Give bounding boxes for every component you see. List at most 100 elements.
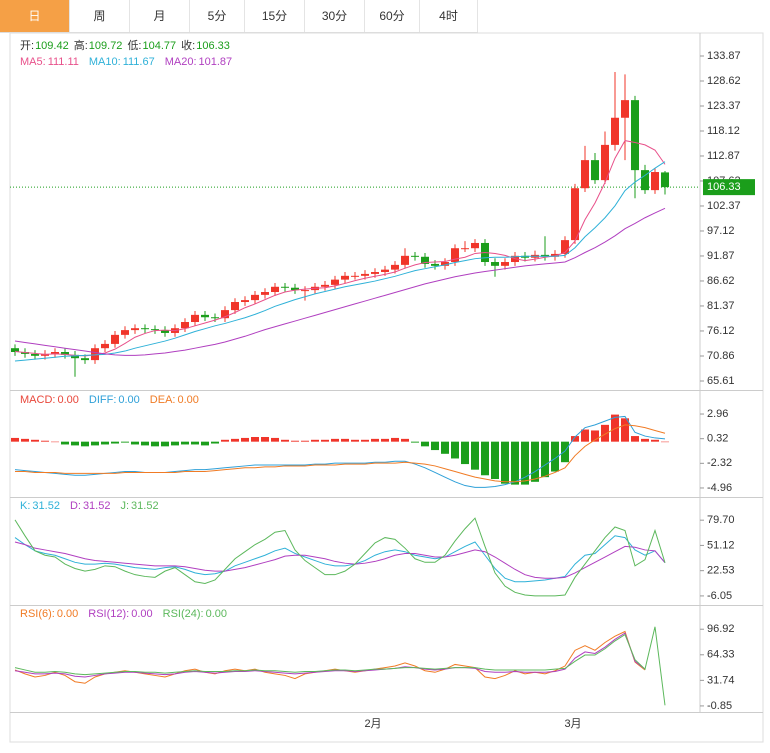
macd-bar (131, 441, 139, 445)
period-tab[interactable]: 5分 (190, 0, 245, 32)
y-tick-label: 133.87 (707, 50, 741, 62)
legend-text: 104.77 (143, 40, 177, 52)
candle-body (11, 348, 19, 353)
macd-bar (101, 441, 109, 445)
candle-body (151, 329, 159, 331)
candle-body (411, 255, 419, 257)
macd-bar (181, 441, 189, 445)
candle-body (641, 170, 649, 191)
macd-bar (341, 438, 349, 442)
legend-text: 0.00 (206, 608, 227, 620)
candle-body (611, 117, 619, 145)
y-tick-label: 65.61 (707, 375, 735, 387)
macd-bar (261, 436, 269, 442)
macd-bar (521, 441, 529, 485)
candle-body (351, 275, 359, 277)
indicator-line (14, 140, 666, 357)
indicator-line (14, 632, 646, 678)
candle-body (131, 328, 139, 331)
macd-bar (11, 437, 19, 442)
period-tabs: 日周月 5分 15分 30分 60分 4时 (0, 0, 478, 33)
candle-body (441, 262, 449, 266)
legend-text: 0.00 (177, 394, 198, 406)
macd-bar (541, 441, 549, 478)
candle-body (301, 290, 309, 292)
macd-bar (451, 441, 459, 459)
macd-bar (571, 436, 579, 442)
y-tick-label: -2.32 (707, 457, 732, 469)
legend-text: 109.72 (89, 40, 123, 52)
y-tick-label: 70.86 (707, 350, 735, 362)
candle-body (231, 302, 239, 311)
macd-bar (171, 441, 179, 446)
y-tick-label: 128.62 (707, 75, 741, 87)
y-tick-label: 2.96 (707, 408, 728, 420)
macd-bar (351, 439, 359, 442)
macd-bar (631, 436, 639, 442)
period-tab[interactable]: 15分 (245, 0, 305, 32)
candle-body (181, 322, 189, 329)
macd-bar (551, 441, 559, 472)
candle-body (651, 172, 659, 191)
legend-text: 31.52 (131, 500, 159, 512)
period-tab[interactable]: 月 (130, 0, 190, 32)
y-tick-label: 64.33 (707, 649, 735, 661)
period-tab[interactable]: 周 (70, 0, 130, 32)
candle-body (161, 330, 169, 333)
legend-text: RSI(6): (20, 608, 55, 620)
macd-bar (421, 441, 429, 447)
candle-body (631, 100, 639, 171)
period-tab[interactable]: 30分 (305, 0, 365, 32)
candle-body (101, 343, 109, 349)
macd-bar (391, 437, 399, 442)
candle-body (361, 273, 369, 276)
indicator-line (14, 541, 666, 579)
candle-body (271, 286, 279, 293)
candle-body (371, 272, 379, 274)
macd-bar (561, 441, 569, 463)
legend-text: MA20: (165, 56, 197, 68)
macd-bar (471, 441, 479, 470)
candle-body (421, 256, 429, 264)
macd-bar (481, 441, 489, 476)
candle-body (461, 248, 469, 250)
macd-bar (41, 440, 49, 442)
macd-bar (231, 438, 239, 442)
candle-body (31, 353, 39, 356)
y-tick-label: 81.37 (707, 300, 735, 312)
macd-bar (601, 424, 609, 442)
legend-text: D: (70, 500, 81, 512)
period-tab[interactable]: 60分 (365, 0, 420, 32)
x-tick-label: 2月 (364, 718, 381, 730)
macd-bar (371, 438, 379, 442)
macd-bar (501, 441, 509, 484)
period-tab[interactable]: 日 (0, 0, 70, 32)
legend-text: 31.52 (83, 500, 111, 512)
candle-body (251, 294, 259, 301)
candle-body (91, 348, 99, 361)
legend-text: MA5: (20, 56, 46, 68)
macd-bar (281, 439, 289, 442)
macd-bar (621, 418, 629, 442)
macd-bar (141, 441, 149, 446)
y-tick-label: 112.87 (707, 150, 740, 162)
macd-bar (201, 441, 209, 446)
macd-bar (121, 441, 129, 443)
legend-text: 111.67 (123, 56, 155, 68)
candle-body (201, 314, 209, 318)
candle-body (141, 328, 149, 330)
macd-bar (591, 430, 599, 442)
candle-body (211, 317, 219, 319)
macd-bar (211, 441, 219, 444)
legend-text: 收: (181, 38, 195, 52)
y-tick-label: 76.12 (707, 325, 735, 337)
legend-text: 111.11 (48, 56, 79, 68)
macd-bar (651, 439, 659, 442)
candle-body (601, 144, 609, 181)
macd-bar (241, 437, 249, 442)
candle-body (51, 352, 59, 354)
period-tab[interactable]: 4时 (420, 0, 478, 32)
price-tag-label: 106.33 (707, 181, 741, 193)
macd-bar (251, 436, 259, 442)
